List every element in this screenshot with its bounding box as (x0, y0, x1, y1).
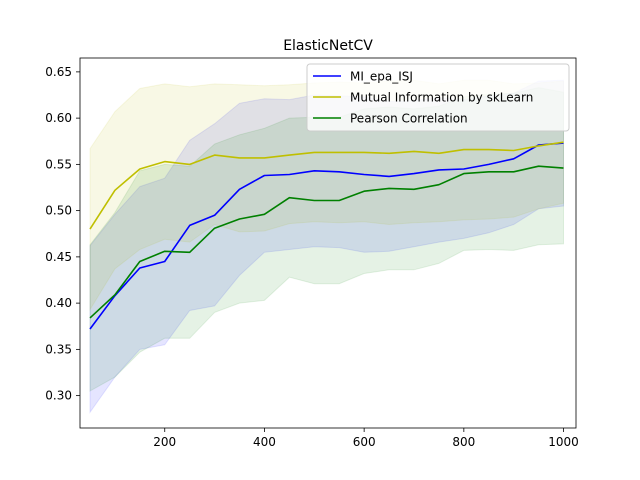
y-tick-label: 0.55 (45, 157, 72, 171)
series-lines (89, 141, 564, 330)
plot-frame (79, 57, 577, 429)
legend: MI_epa_ISJ Mutual Information by skLearn P… (306, 63, 570, 132)
y-tick-label: 0.35 (45, 342, 72, 356)
y-tick-label: 0.45 (45, 250, 72, 264)
x-tick-label: 200 (153, 435, 176, 449)
legend-label-2: Pearson Correlation (350, 112, 468, 126)
y-tick-label: 0.50 (45, 204, 72, 218)
y-axis: 0.30 0.35 0.40 0.45 0.50 0.55 0.60 0.65 (45, 65, 80, 403)
x-axis: 200 400 600 800 1000 (153, 428, 579, 449)
y-tick-label: 0.60 (45, 111, 72, 125)
x-tick-label: 1000 (548, 435, 579, 449)
chart-title: ElasticNetCV (283, 38, 373, 54)
line-series-1 (89, 141, 564, 230)
legend-label-0: MI_epa_ISJ (350, 70, 413, 84)
y-tick-label: 0.65 (45, 65, 72, 79)
y-tick-label: 0.30 (45, 389, 72, 403)
y-tick-label: 0.40 (45, 296, 72, 310)
band-series-1 (89, 79, 564, 312)
line-series-2 (89, 165, 564, 319)
x-tick-label: 400 (253, 435, 276, 449)
line-series-0 (89, 142, 564, 330)
confidence-bands (89, 79, 564, 414)
band-series-2 (89, 87, 564, 392)
band-series-0 (89, 79, 564, 414)
x-tick-label: 800 (452, 435, 475, 449)
legend-box (306, 63, 570, 132)
legend-label-1: Mutual Information by skLearn (350, 91, 533, 105)
x-tick-label: 600 (353, 435, 376, 449)
